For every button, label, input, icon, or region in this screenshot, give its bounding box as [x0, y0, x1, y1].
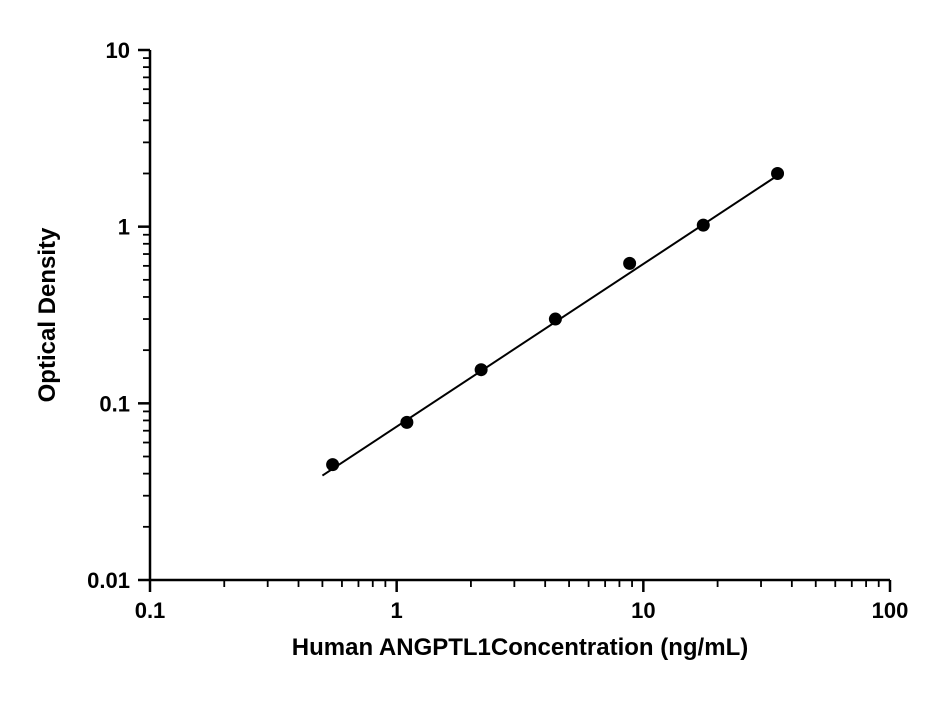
- data-point: [475, 363, 488, 376]
- chart-svg: 0.11101000.010.1110Human ANGPTL1Concentr…: [0, 0, 929, 718]
- x-axis-label: Human ANGPTL1Concentration (ng/mL): [292, 634, 748, 661]
- y-tick-label: 10: [106, 38, 130, 63]
- data-point: [623, 257, 636, 270]
- data-point: [549, 313, 562, 326]
- y-tick-label: 0.1: [99, 391, 130, 416]
- x-tick-label: 0.1: [135, 598, 166, 623]
- data-point: [771, 167, 784, 180]
- x-tick-label: 100: [872, 598, 909, 623]
- data-point: [697, 219, 710, 232]
- y-axis-label: Optical Density: [34, 227, 61, 402]
- data-point: [400, 416, 413, 429]
- y-tick-label: 1: [118, 215, 130, 240]
- x-tick-label: 10: [631, 598, 655, 623]
- y-tick-label: 0.01: [87, 568, 130, 593]
- chart-container: 0.11101000.010.1110Human ANGPTL1Concentr…: [0, 0, 929, 718]
- data-point: [326, 458, 339, 471]
- x-tick-label: 1: [391, 598, 403, 623]
